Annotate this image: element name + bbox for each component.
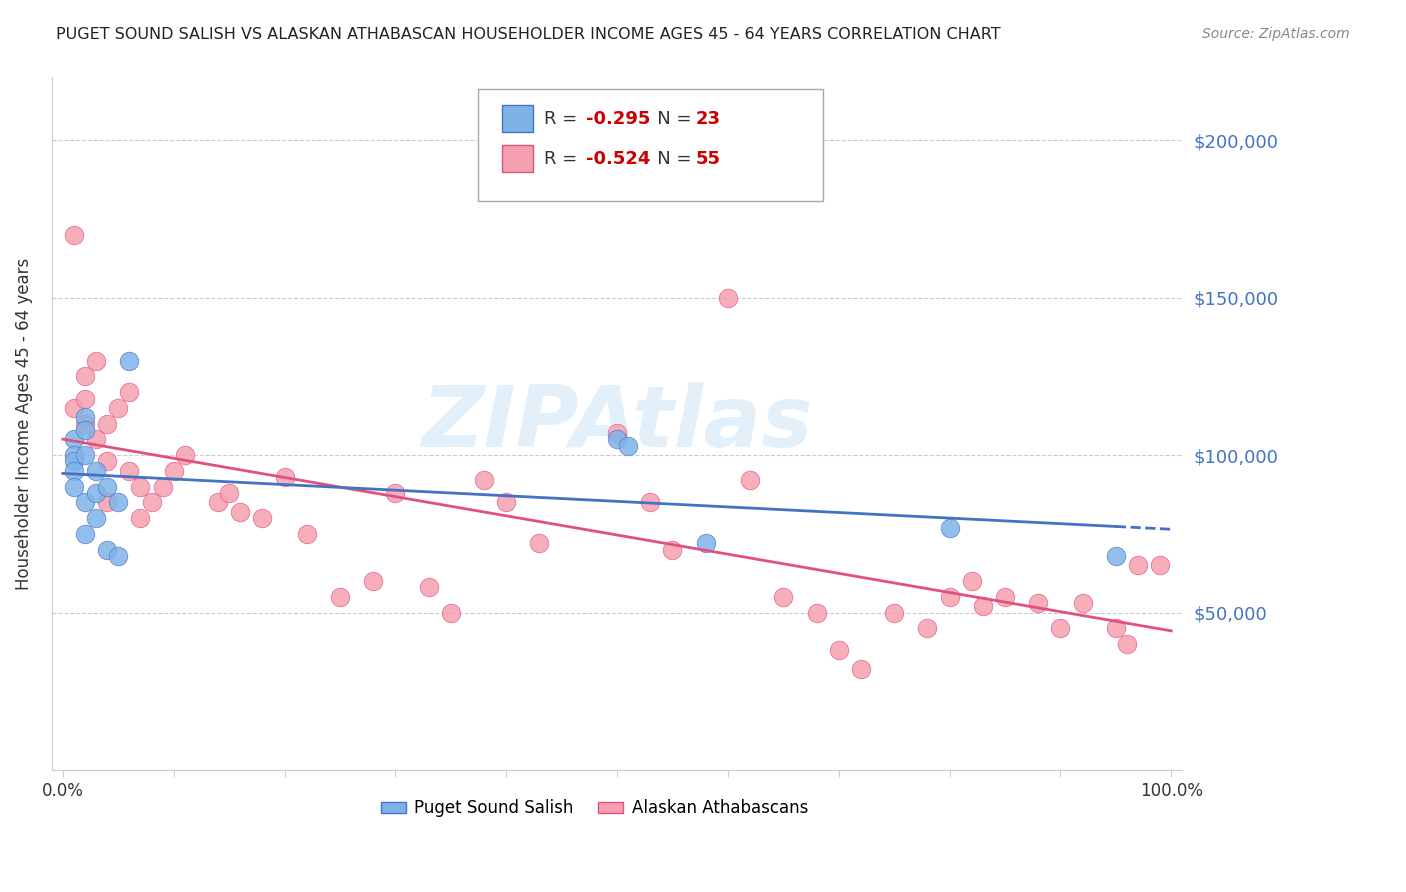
Text: N =: N = — [640, 150, 697, 168]
Point — [63, 480, 86, 494]
Point — [73, 423, 96, 437]
Point — [73, 448, 96, 462]
Point — [1126, 558, 1149, 573]
Point — [207, 495, 229, 509]
Point — [495, 495, 517, 509]
Point — [994, 590, 1017, 604]
Point — [1071, 596, 1094, 610]
Legend: Puget Sound Salish, Alaskan Athabascans: Puget Sound Salish, Alaskan Athabascans — [374, 793, 815, 824]
Point — [440, 606, 463, 620]
Text: ZIPAtlas: ZIPAtlas — [422, 382, 813, 466]
Text: N =: N = — [640, 110, 697, 128]
Point — [1149, 558, 1171, 573]
Point — [273, 470, 295, 484]
Point — [295, 527, 318, 541]
Text: -0.295: -0.295 — [586, 110, 651, 128]
Point — [229, 505, 252, 519]
Point — [1105, 549, 1128, 563]
Point — [960, 574, 983, 588]
Text: -0.524: -0.524 — [586, 150, 651, 168]
Point — [96, 417, 118, 431]
Point — [118, 464, 141, 478]
Point — [63, 227, 86, 242]
Point — [73, 417, 96, 431]
Point — [73, 495, 96, 509]
Point — [96, 542, 118, 557]
Point — [606, 433, 628, 447]
Point — [73, 369, 96, 384]
Point — [218, 486, 240, 500]
Point — [1105, 621, 1128, 635]
Point — [73, 410, 96, 425]
Point — [129, 511, 152, 525]
Text: 23: 23 — [696, 110, 721, 128]
Point — [938, 590, 960, 604]
Point — [73, 527, 96, 541]
Point — [84, 486, 107, 500]
Point — [163, 464, 186, 478]
Point — [173, 448, 195, 462]
Point — [695, 536, 717, 550]
Point — [806, 606, 828, 620]
Point — [738, 474, 761, 488]
Point — [63, 448, 86, 462]
Point — [107, 401, 129, 415]
Point — [73, 392, 96, 406]
Point — [252, 511, 274, 525]
Point — [118, 353, 141, 368]
Point — [472, 474, 495, 488]
Point — [96, 454, 118, 468]
Point — [63, 454, 86, 468]
Point — [63, 401, 86, 415]
Point — [107, 549, 129, 563]
Point — [661, 542, 683, 557]
Point — [84, 464, 107, 478]
Point — [828, 643, 851, 657]
Point — [63, 464, 86, 478]
Point — [63, 433, 86, 447]
Point — [772, 590, 794, 604]
Point — [883, 606, 905, 620]
Point — [107, 495, 129, 509]
Text: Source: ZipAtlas.com: Source: ZipAtlas.com — [1202, 27, 1350, 41]
Point — [1049, 621, 1071, 635]
Point — [717, 291, 740, 305]
Point — [152, 480, 174, 494]
Point — [849, 662, 872, 676]
Point — [617, 439, 640, 453]
Point — [84, 353, 107, 368]
Point — [129, 480, 152, 494]
Point — [529, 536, 551, 550]
Point — [361, 574, 384, 588]
Point — [1115, 637, 1137, 651]
Y-axis label: Householder Income Ages 45 - 64 years: Householder Income Ages 45 - 64 years — [15, 258, 32, 590]
Point — [84, 511, 107, 525]
Point — [84, 433, 107, 447]
Point — [638, 495, 661, 509]
Point — [606, 426, 628, 441]
Text: 55: 55 — [696, 150, 721, 168]
Point — [418, 581, 440, 595]
Point — [972, 599, 994, 614]
Point — [118, 385, 141, 400]
Point — [141, 495, 163, 509]
Text: PUGET SOUND SALISH VS ALASKAN ATHABASCAN HOUSEHOLDER INCOME AGES 45 - 64 YEARS C: PUGET SOUND SALISH VS ALASKAN ATHABASCAN… — [56, 27, 1001, 42]
Point — [96, 480, 118, 494]
Text: R =: R = — [544, 150, 583, 168]
Point — [938, 520, 960, 534]
Point — [96, 495, 118, 509]
Point — [917, 621, 939, 635]
Text: R =: R = — [544, 110, 583, 128]
Point — [1026, 596, 1049, 610]
Point — [384, 486, 406, 500]
Point — [329, 590, 352, 604]
